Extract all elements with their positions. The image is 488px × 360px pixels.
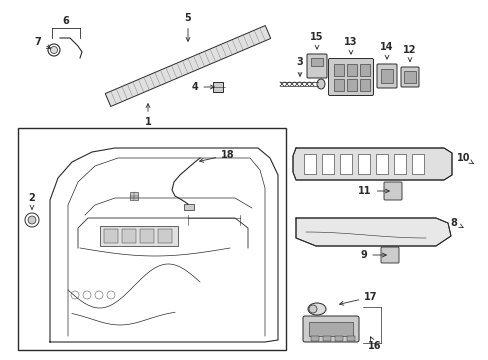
Bar: [122, 229, 136, 243]
Text: 6: 6: [62, 16, 69, 26]
Bar: [359, 79, 369, 91]
Text: 4: 4: [191, 82, 214, 92]
Polygon shape: [295, 218, 450, 246]
Text: 9: 9: [360, 250, 386, 260]
Bar: [323, 336, 330, 341]
Ellipse shape: [316, 79, 325, 89]
Bar: [310, 336, 318, 341]
Bar: [213, 82, 223, 92]
Text: 5: 5: [184, 13, 191, 41]
Ellipse shape: [50, 46, 58, 54]
Text: 13: 13: [344, 37, 357, 54]
Polygon shape: [105, 26, 270, 107]
FancyBboxPatch shape: [306, 54, 326, 78]
Ellipse shape: [25, 213, 39, 227]
Bar: [304, 154, 315, 174]
Bar: [393, 154, 405, 174]
Bar: [346, 336, 354, 341]
Text: 10: 10: [456, 153, 473, 164]
FancyBboxPatch shape: [400, 67, 418, 87]
FancyBboxPatch shape: [383, 182, 401, 200]
Ellipse shape: [28, 216, 36, 224]
Bar: [321, 154, 333, 174]
Bar: [334, 336, 342, 341]
Bar: [411, 154, 423, 174]
Text: 3: 3: [296, 57, 303, 76]
Bar: [359, 64, 369, 76]
FancyBboxPatch shape: [376, 64, 396, 88]
Text: 18: 18: [199, 150, 234, 162]
Bar: [346, 64, 356, 76]
Bar: [183, 204, 194, 210]
Bar: [346, 79, 356, 91]
Bar: [158, 229, 172, 243]
Bar: [357, 154, 369, 174]
Ellipse shape: [307, 303, 325, 315]
Text: 14: 14: [380, 42, 393, 59]
Ellipse shape: [308, 305, 316, 313]
Bar: [140, 229, 154, 243]
Text: 8: 8: [449, 218, 462, 228]
Ellipse shape: [48, 44, 60, 56]
Bar: [333, 79, 343, 91]
Polygon shape: [292, 148, 451, 180]
Text: 12: 12: [403, 45, 416, 61]
FancyBboxPatch shape: [328, 59, 373, 95]
Bar: [104, 229, 118, 243]
Bar: [339, 154, 351, 174]
Bar: [308, 322, 352, 336]
Text: 2: 2: [29, 193, 35, 209]
Text: 11: 11: [358, 186, 388, 196]
Bar: [310, 58, 323, 66]
Bar: [100, 226, 178, 246]
Text: 16: 16: [367, 337, 381, 351]
Bar: [375, 154, 387, 174]
FancyBboxPatch shape: [380, 247, 398, 263]
Bar: [333, 64, 343, 76]
Text: 7: 7: [35, 37, 51, 48]
Text: 1: 1: [144, 104, 151, 127]
Text: 17: 17: [339, 292, 377, 305]
Bar: [403, 71, 415, 83]
Bar: [380, 69, 392, 83]
Bar: [18, 128, 285, 350]
Text: 15: 15: [309, 32, 323, 49]
Bar: [130, 192, 138, 200]
FancyBboxPatch shape: [303, 316, 358, 342]
